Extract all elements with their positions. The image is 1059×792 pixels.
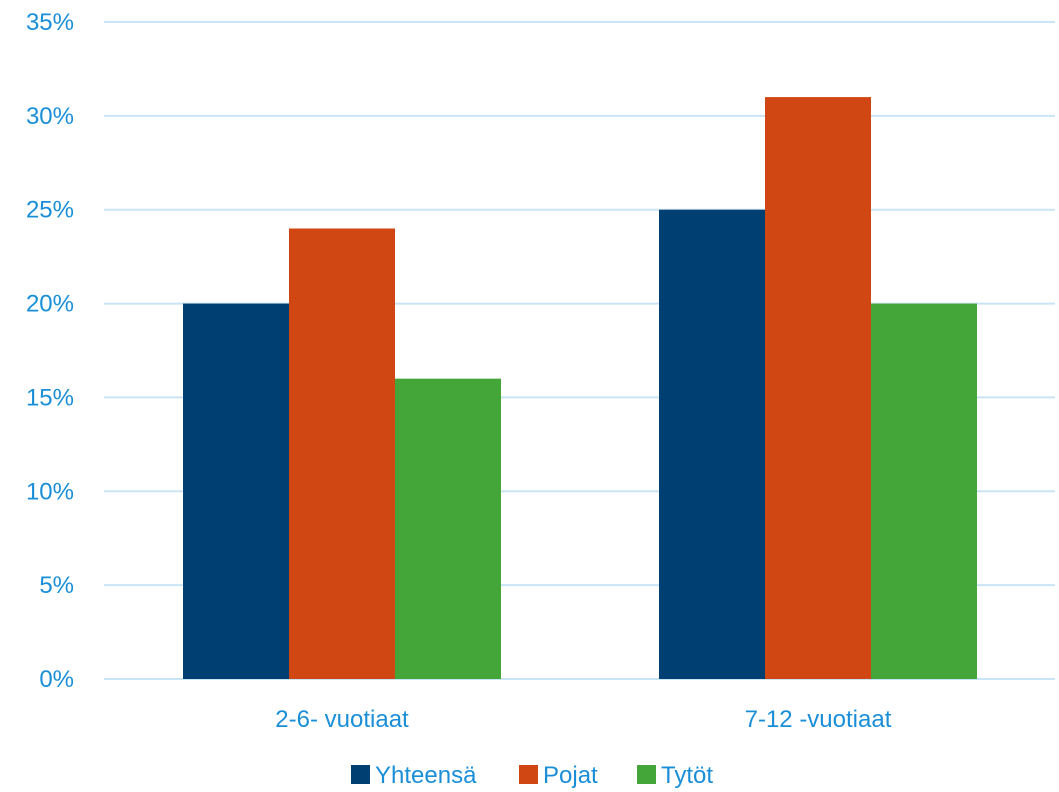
bar-yhteens--1 [183, 303, 289, 679]
legend-label: Tytöt [661, 762, 713, 789]
y-tick-label: 30% [26, 103, 74, 130]
legend-label: Yhteensä [375, 762, 477, 789]
y-tick-label: 5% [39, 572, 74, 599]
y-tick-label: 20% [26, 291, 74, 318]
legend-swatch [351, 765, 370, 784]
legend-swatch [519, 765, 538, 784]
x-axis-category-labels: 2-6- vuotiaat 7-12 -vuotiaat [275, 706, 891, 733]
y-tick-label: 15% [26, 384, 74, 411]
bar-tyt-t-1 [395, 378, 501, 679]
bar-pojat-2 [765, 97, 871, 680]
bar-pojat-1 [289, 228, 395, 679]
legend: Yhteensä Pojat Tytöt [351, 762, 713, 789]
y-tick-label: 25% [26, 197, 74, 224]
bars [183, 97, 977, 680]
y-tick-label: 35% [26, 9, 74, 36]
y-tick-label: 0% [39, 666, 74, 693]
x-category-label: 7-12 -vuotiaat [745, 706, 892, 733]
bar-tyt-t-2 [871, 303, 977, 679]
legend-label: Pojat [543, 762, 598, 789]
bar-yhteens--2 [659, 209, 765, 679]
y-tick-label: 10% [26, 478, 74, 505]
legend-swatch [637, 765, 656, 784]
x-category-label: 2-6- vuotiaat [275, 706, 409, 733]
y-axis-tick-labels: 0% 5% 10% 15% 20% 25% 30% 35% [26, 9, 74, 693]
